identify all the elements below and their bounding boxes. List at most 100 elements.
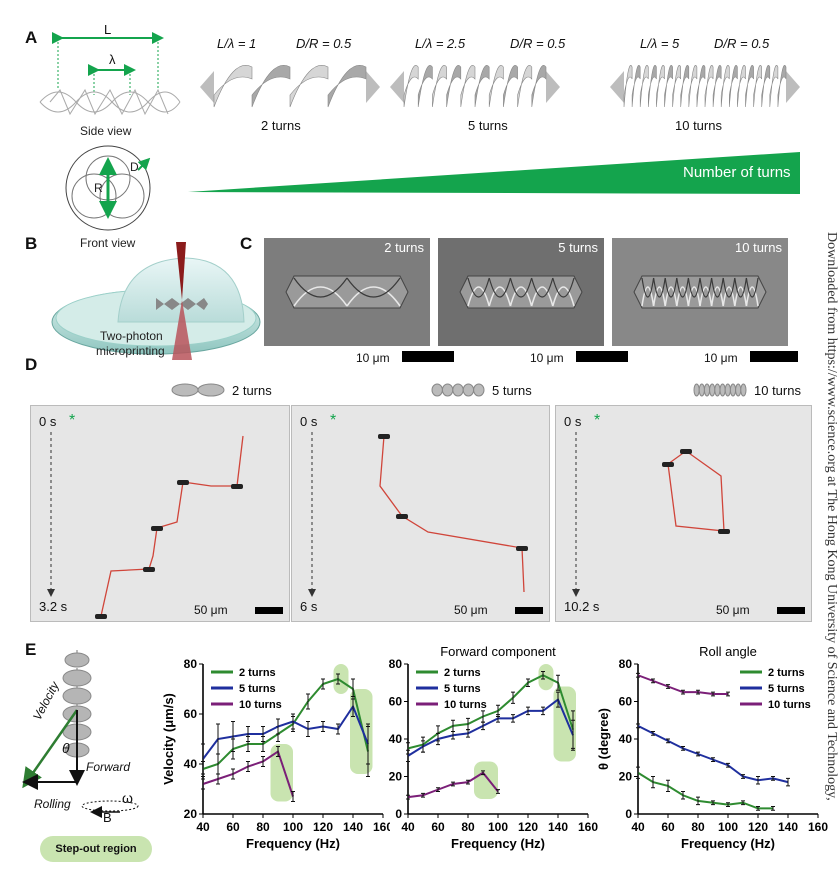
robot-marker	[151, 526, 163, 531]
velocity-decomposition-diagram	[22, 650, 139, 818]
header-helix-segment	[709, 383, 716, 397]
x-tick-label: 160	[578, 820, 598, 834]
config-3-ratio: L/λ = 5	[640, 36, 680, 51]
panel-a-label: A	[25, 28, 38, 47]
helix-strand	[460, 65, 476, 108]
helix-strand	[623, 65, 633, 108]
helix-render-2	[390, 65, 560, 108]
sem-helix-1	[285, 275, 409, 309]
frame-scale-bar	[777, 607, 805, 614]
legend-entry: 5 turns	[768, 683, 805, 695]
stepout-region	[474, 761, 498, 799]
x-tick-label: 100	[718, 820, 738, 834]
sem-scale-label: 10 μm	[356, 351, 390, 365]
sem-groove	[664, 277, 678, 298]
header-helix-segment	[735, 383, 742, 397]
helix-strand	[680, 65, 690, 108]
sem-ridge	[734, 286, 748, 307]
y-tick-label: 80	[389, 657, 403, 671]
sem-groove	[734, 277, 747, 298]
x-tick-label: 40	[631, 820, 645, 834]
header-helix-segment	[441, 383, 454, 397]
wedge-label: Number of turns	[683, 164, 791, 181]
helix-render-3	[610, 65, 800, 108]
turns-wedge	[188, 152, 800, 194]
legend-entry: 5 turns	[444, 683, 481, 695]
sem-groove	[346, 277, 401, 298]
helix-strand	[639, 65, 649, 108]
forward-component-chart: 40 60 80 100 120 140 160 0 20 40 60 80 Frequency (Hz…	[389, 644, 599, 851]
sem-ridge	[652, 286, 666, 307]
theta-label: θ	[62, 740, 70, 756]
x-axis-label: Frequency (Hz)	[681, 836, 775, 851]
helix-tip-left	[200, 71, 214, 103]
helix-strand	[704, 65, 714, 108]
helix-strand	[251, 65, 291, 108]
frame-scale-bar	[515, 607, 543, 614]
start-asterisk: *	[330, 412, 337, 429]
trajectory-path	[667, 450, 725, 532]
front-view-caption: Front view	[80, 236, 136, 250]
helix-strand	[672, 65, 681, 108]
rolling-label: Rolling	[34, 797, 71, 811]
header-helix-icon	[693, 383, 747, 397]
y-tick-label: 20	[184, 807, 198, 821]
helix-tip-right	[546, 71, 560, 103]
sem-image-2: 5 turns	[438, 238, 604, 346]
sem-groove	[467, 277, 490, 298]
r-label: R	[94, 181, 103, 195]
sem-groove	[552, 277, 575, 298]
robot-marker	[662, 462, 674, 467]
header-helix-segment	[714, 383, 721, 397]
legend-entry: 10 turns	[768, 699, 811, 711]
helix-schematic	[39, 32, 181, 231]
chart-title: Forward component	[440, 644, 556, 659]
helix-strand	[488, 65, 504, 108]
trajectory-path	[379, 435, 525, 593]
header-helix-segment	[719, 383, 726, 397]
frame-scale-label: 50 μm	[716, 603, 750, 617]
helix-strand	[432, 65, 447, 108]
sem-ridge	[641, 286, 655, 307]
sem-ridge	[509, 286, 533, 307]
robot-marker	[231, 484, 243, 489]
x-tick-label: 120	[748, 820, 768, 834]
y-tick-label: 40	[184, 757, 198, 771]
sem-ridge	[676, 286, 690, 307]
sem-turns-tag: 5 turns	[558, 240, 598, 255]
sem-scale-bar	[750, 351, 798, 362]
helix-strand	[531, 65, 547, 108]
config-1-ratio: L/λ = 1	[217, 36, 257, 51]
x-tick-label: 40	[401, 820, 415, 834]
helix-strand	[688, 65, 698, 108]
sem-body	[459, 275, 583, 309]
header-helix-segment	[698, 383, 705, 397]
y-tick-label: 0	[395, 807, 402, 821]
helix-strand	[753, 65, 762, 108]
video-frame-2: 0 s * 6 s 50 μm	[291, 405, 550, 622]
x-tick-label: 120	[313, 820, 333, 834]
sem-ridge	[687, 286, 701, 307]
config-2-dr: D/R = 0.5	[510, 36, 566, 51]
time-end: 10.2 s	[564, 599, 600, 614]
time-start: 0 s	[564, 414, 582, 429]
helix-strand	[664, 65, 673, 108]
header-helix-segment	[740, 383, 747, 397]
sem-scale-label: 10 μm	[704, 351, 738, 365]
helix-strand	[417, 65, 433, 108]
sem-ridge	[467, 286, 490, 307]
robot-marker	[718, 529, 730, 534]
helix-strand	[648, 65, 657, 108]
sidebar-download-note: Downloaded from https://www.science.org …	[824, 0, 840, 880]
video-frame-1: 0 s * 3.2 s 50 μm	[30, 405, 290, 622]
sem-groove	[711, 277, 724, 298]
helix-strand	[712, 65, 722, 108]
y-tick-label: 20	[619, 770, 633, 784]
header-helix-segment	[473, 383, 485, 397]
helix-strand	[631, 65, 641, 108]
sem-ridge	[722, 286, 736, 307]
helix-tip-right	[366, 71, 380, 103]
y-tick-label: 80	[184, 657, 198, 671]
y-tick-label: 20	[389, 770, 403, 784]
trajectory-1	[47, 432, 244, 619]
